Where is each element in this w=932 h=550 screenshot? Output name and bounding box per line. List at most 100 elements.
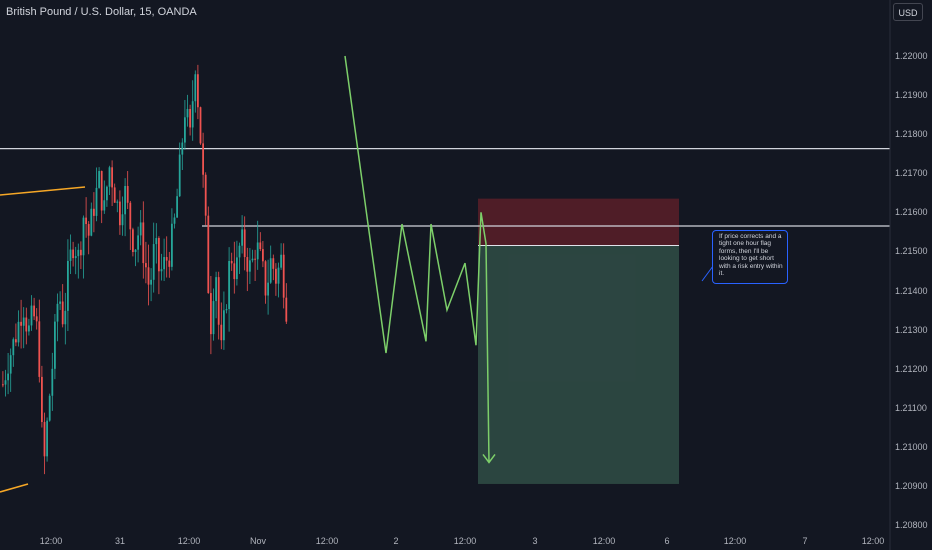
candle-body — [249, 260, 251, 272]
candle-body — [259, 242, 262, 250]
candle — [285, 283, 288, 324]
candle-body — [269, 258, 272, 283]
candle-body — [212, 301, 215, 335]
candle-body — [33, 305, 35, 317]
candle-body — [215, 277, 217, 302]
time-tick-label: 7 — [802, 536, 808, 546]
candle — [4, 369, 7, 397]
candlesticks — [2, 64, 288, 475]
candle — [67, 239, 69, 332]
candle — [178, 142, 181, 198]
candle-body — [119, 201, 121, 226]
candle-body — [20, 321, 22, 326]
candle-body — [186, 108, 189, 118]
candle — [155, 223, 158, 264]
candle — [93, 192, 95, 233]
candle — [80, 241, 82, 270]
candle — [142, 201, 145, 279]
candle — [275, 263, 277, 296]
candle-body — [160, 269, 163, 272]
candle-body — [64, 310, 67, 325]
candle-body — [74, 256, 77, 259]
candle — [160, 253, 163, 281]
candle — [163, 238, 165, 281]
candle — [194, 70, 197, 113]
candle-body — [61, 301, 64, 325]
candle-body — [285, 297, 288, 322]
candle — [15, 323, 17, 347]
candle — [225, 304, 228, 314]
candle-body — [12, 339, 15, 356]
candle — [282, 243, 285, 309]
candle — [158, 236, 160, 295]
candle — [184, 99, 186, 150]
projection-arrowhead — [482, 454, 496, 464]
candle — [241, 215, 243, 254]
candle-body — [150, 279, 152, 285]
currency-button[interactable]: USD — [893, 3, 923, 21]
candle — [90, 202, 93, 237]
candle-body — [25, 317, 28, 332]
symbol-title: British Pound / U.S. Dollar, 15, OANDA — [6, 6, 197, 18]
candle-body — [152, 244, 155, 280]
price-tick-label: 1.21400 — [895, 285, 928, 296]
candle-body — [95, 187, 98, 216]
candle-body — [87, 224, 90, 236]
candle-body — [134, 249, 137, 253]
candle-body — [103, 200, 106, 211]
candle — [85, 197, 87, 238]
candle — [197, 64, 199, 120]
candle-body — [277, 267, 280, 284]
stop-loss-zone[interactable] — [478, 198, 679, 246]
candle-body — [272, 258, 275, 269]
candle — [246, 247, 249, 292]
candle-body — [217, 277, 220, 325]
candle-body — [46, 420, 48, 457]
candle-body — [129, 202, 132, 230]
candle — [207, 206, 210, 294]
candle — [87, 221, 90, 255]
candle-body — [90, 208, 93, 236]
candle — [2, 371, 4, 388]
candle-body — [67, 260, 69, 311]
candle — [35, 308, 38, 330]
candle-body — [238, 245, 241, 258]
candle-body — [202, 143, 204, 175]
upper-trend-line — [0, 186, 86, 196]
candle — [173, 213, 176, 229]
candle — [95, 167, 98, 222]
candle-body — [147, 267, 150, 285]
candle-body — [108, 167, 111, 187]
candle — [249, 247, 251, 285]
candle — [100, 170, 103, 224]
candle-body — [264, 261, 267, 296]
candle — [61, 284, 64, 328]
candle-body — [100, 171, 103, 211]
candle-body — [197, 74, 199, 108]
candle — [108, 165, 111, 196]
candle — [189, 104, 191, 136]
profit-target-zone[interactable] — [478, 245, 679, 484]
candle-body — [173, 217, 176, 224]
candle-body — [17, 321, 20, 343]
candle — [176, 188, 178, 218]
candle-body — [191, 101, 194, 128]
candle — [147, 244, 150, 306]
candle-body — [189, 108, 191, 128]
candle-body — [223, 310, 225, 341]
candle-body — [15, 339, 17, 343]
candle-body — [48, 395, 51, 421]
candle-body — [228, 260, 230, 310]
candle-body — [85, 217, 87, 225]
candle — [171, 208, 173, 271]
candle-body — [80, 249, 82, 256]
candle — [12, 337, 15, 367]
candle — [269, 245, 272, 284]
annotation-note[interactable]: If price corrects and a tight one hour f… — [712, 230, 788, 284]
candle — [20, 299, 22, 349]
candle — [217, 271, 220, 340]
candle — [228, 247, 230, 332]
time-tick-label: 3 — [532, 536, 538, 546]
candle-body — [220, 324, 223, 341]
